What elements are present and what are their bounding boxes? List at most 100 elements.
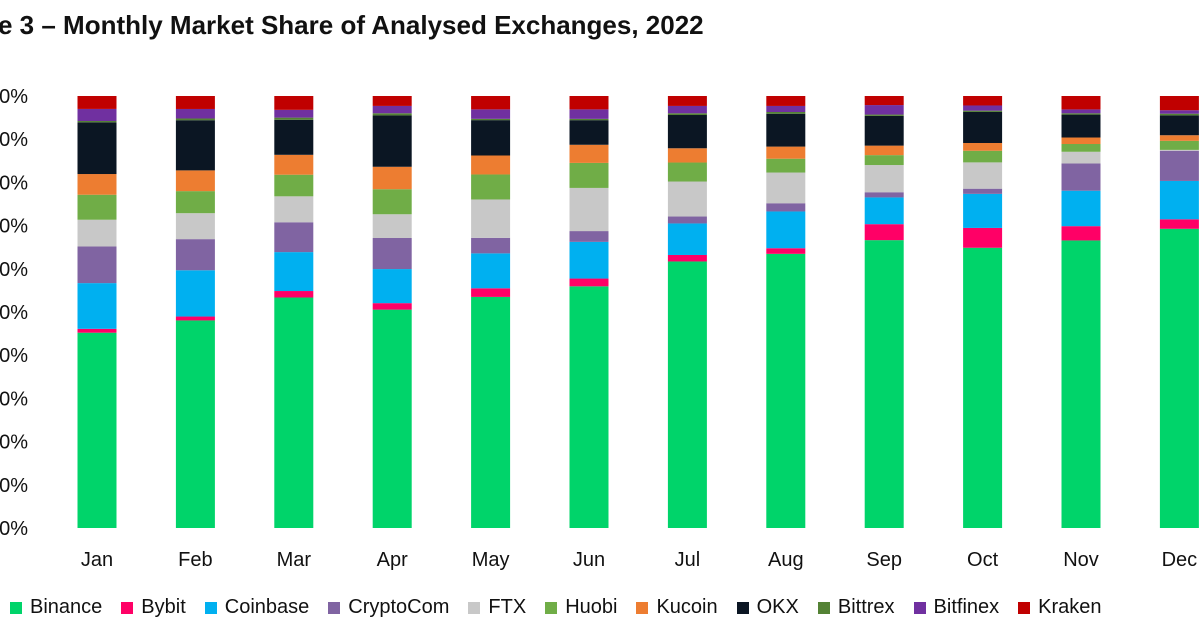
legend-swatch (913, 601, 926, 614)
bar-segment-bitfinex-mar (274, 109, 314, 118)
legend-swatch (636, 601, 649, 614)
bar-segment-bybit-feb (175, 316, 215, 321)
bar-segment-kucoin-mar (274, 154, 314, 175)
bar-segment-bitfinex-jan (77, 108, 117, 122)
bar-segment-coinbase-mar (274, 252, 314, 292)
y-tick-label: 0% (0, 518, 28, 540)
bar-segment-huobi-apr (372, 189, 412, 215)
y-tick-label: 100% (0, 86, 28, 108)
legend-item-okx: OKX (736, 596, 799, 619)
legend-item-bybit: Bybit (121, 596, 186, 619)
bar-segment-coinbase-jul (667, 223, 707, 255)
bar-segment-binance-aug (766, 253, 806, 529)
bar-segment-huobi-mar (274, 174, 314, 197)
legend-item-binance: Binance (10, 596, 102, 619)
bar-segment-ftx-oct (963, 162, 1003, 189)
bar-segment-binance-jun (569, 286, 609, 528)
bar-segment-ftx-jun (569, 187, 609, 232)
bar-segment-okx-apr (372, 115, 412, 167)
bar-segment-huobi-oct (963, 150, 1003, 163)
bar-segment-kraken-apr (372, 96, 412, 106)
bar-segment-huobi-jul (667, 162, 707, 182)
bar-segment-coinbase-feb (175, 270, 215, 317)
x-tick-label: Jan (81, 549, 113, 571)
bar-segment-okx-dec (1159, 115, 1199, 136)
bar-segment-binance-dec (1159, 228, 1199, 529)
bar-segment-bitfinex-may (471, 109, 511, 119)
y-tick-label: 90% (0, 129, 28, 151)
bar-segment-kucoin-jun (569, 144, 609, 163)
y-tick-label: 40% (0, 345, 28, 367)
x-tick-label: May (472, 549, 510, 571)
bar-segment-kraken-may (471, 96, 511, 110)
bar-segment-coinbase-dec (1159, 180, 1199, 220)
y-tick-label: 80% (0, 172, 28, 194)
bar-segment-ftx-may (471, 199, 511, 238)
bar-segment-cryptocom-apr (372, 237, 412, 270)
legend-item-coinbase: Coinbase (204, 596, 310, 619)
bar-segment-bittrex-aug (766, 112, 806, 114)
bar-segment-binance-sep (864, 240, 904, 528)
bar-segment-cryptocom-feb (175, 239, 215, 271)
bar-segment-huobi-aug (766, 158, 806, 173)
y-tick-label: 30% (0, 388, 28, 410)
legend-label: Coinbase (224, 596, 310, 618)
y-tick-label: 20% (0, 432, 28, 454)
bar-segment-bitfinex-feb (175, 108, 215, 119)
bar-segment-binance-mar (274, 297, 314, 528)
bar-segment-huobi-may (471, 174, 511, 200)
bar-segment-kraken-jan (77, 96, 117, 109)
legend-swatch (204, 601, 217, 614)
chart-title: e 3 – Monthly Market Share of Analysed E… (0, 10, 704, 40)
bar-segment-binance-feb (175, 320, 215, 528)
bar-segment-bybit-sep (864, 224, 904, 241)
bar-segment-bitfinex-oct (963, 105, 1003, 111)
bar-segment-kucoin-dec (1159, 135, 1199, 141)
x-tick-label: Apr (377, 549, 408, 571)
bar-segment-okx-feb (175, 120, 215, 171)
legend-label: OKX (756, 596, 799, 618)
bar-segment-huobi-dec (1159, 140, 1199, 150)
bar-segment-bitfinex-dec (1159, 110, 1199, 114)
bar-segment-kraken-oct (963, 96, 1003, 106)
bar-segment-binance-apr (372, 309, 412, 528)
x-tick-label: Oct (967, 549, 999, 571)
legend: Binance Bybit Coinbase CryptoCom FTX Huobi Kuc… (10, 596, 1121, 619)
bar-segment-okx-may (471, 120, 511, 156)
legend-item-bitfinex: Bitfinex (913, 596, 999, 619)
bar-segment-bittrex-feb (175, 118, 215, 121)
bar-segment-bybit-may (471, 288, 511, 297)
bar-segment-okx-jul (667, 115, 707, 149)
y-tick-label: 70% (0, 216, 28, 238)
legend-label: Binance (30, 596, 103, 618)
x-tick-label: Mar (277, 549, 312, 571)
bar-segment-ftx-dec (1159, 149, 1199, 151)
bar-segment-binance-jul (667, 261, 707, 528)
bar-segment-okx-sep (864, 115, 904, 146)
legend-label: Bybit (141, 596, 186, 618)
legend-item-huobi: Huobi (545, 596, 617, 619)
bar-segment-huobi-sep (864, 155, 904, 166)
bar-segment-cryptocom-aug (766, 203, 806, 212)
legend-swatch (121, 601, 134, 614)
legend-label: CryptoCom (348, 596, 450, 618)
bar-segment-coinbase-sep (864, 197, 904, 225)
bar-segment-kraken-jul (667, 96, 707, 106)
bar-segment-coinbase-jun (569, 241, 609, 279)
bar-segment-cryptocom-may (471, 237, 511, 254)
bar-segment-huobi-jan (77, 194, 117, 220)
bar-segment-coinbase-oct (963, 193, 1003, 228)
y-tick-label: 50% (0, 302, 28, 324)
bar-segment-kucoin-apr (372, 166, 412, 190)
bar-segment-huobi-nov (1061, 144, 1101, 152)
bar-segment-bittrex-sep (864, 114, 904, 116)
legend-item-cryptocom: CryptoCom (328, 596, 449, 619)
bar-segment-cryptocom-sep (864, 192, 904, 198)
bar-segment-bybit-jun (569, 278, 609, 287)
bar-segment-bittrex-may (471, 118, 511, 121)
legend-item-bittrex: Bittrex (817, 596, 895, 619)
bar-segment-kraken-feb (175, 96, 215, 109)
bar-segment-cryptocom-nov (1061, 163, 1101, 191)
bar-segment-bittrex-dec (1159, 113, 1199, 116)
bar-segment-bybit-nov (1061, 226, 1101, 241)
